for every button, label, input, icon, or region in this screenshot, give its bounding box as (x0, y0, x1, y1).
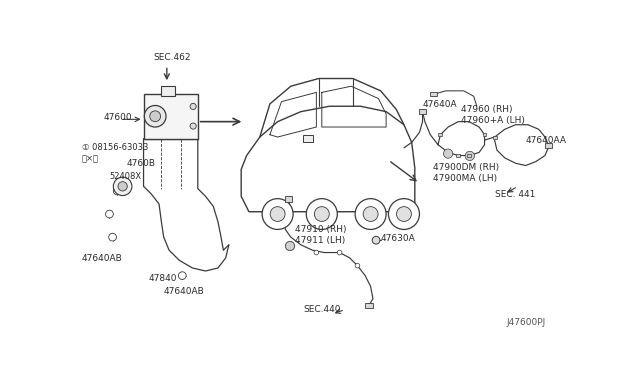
Bar (545, 143, 552, 148)
Bar (430, 92, 437, 96)
Bar (483, 133, 486, 136)
Text: 47630A: 47630A (381, 234, 415, 243)
Text: 47640AB: 47640AB (81, 254, 122, 263)
Text: 47960 (RH)
47960+A (LH): 47960 (RH) 47960+A (LH) (461, 105, 525, 125)
Text: SEC. 441: SEC. 441 (495, 190, 535, 199)
Circle shape (113, 177, 132, 196)
Bar (438, 133, 442, 136)
Text: 47910 (RH)
47911 (LH): 47910 (RH) 47911 (LH) (296, 225, 347, 245)
Circle shape (465, 151, 474, 161)
Circle shape (118, 182, 127, 191)
Circle shape (150, 111, 161, 122)
Text: SEC.440: SEC.440 (303, 305, 340, 314)
Bar (161, 86, 175, 96)
Text: 47640AB: 47640AB (164, 288, 204, 296)
Circle shape (113, 187, 121, 195)
Circle shape (270, 207, 285, 221)
Bar (303, 135, 312, 142)
Text: 4760B: 4760B (127, 159, 156, 168)
Text: 47640A: 47640A (422, 100, 457, 109)
Circle shape (190, 123, 196, 129)
Bar (143, 94, 198, 139)
Text: 47640AA: 47640AA (525, 136, 566, 145)
Text: SEC.462: SEC.462 (154, 52, 191, 62)
Text: 47600: 47600 (103, 113, 132, 122)
Bar (419, 109, 426, 114)
Circle shape (314, 250, 319, 255)
Circle shape (190, 103, 196, 109)
Circle shape (372, 236, 380, 244)
Bar (467, 154, 471, 157)
Circle shape (444, 149, 452, 158)
Bar (456, 154, 460, 157)
Bar (493, 135, 497, 139)
Text: 47900DM (RH)
47900MA (LH): 47900DM (RH) 47900MA (LH) (433, 163, 499, 183)
Circle shape (337, 250, 342, 255)
Circle shape (314, 207, 329, 221)
Text: 47840: 47840 (148, 274, 177, 283)
Text: ① 08156-63033
（×）: ① 08156-63033 （×） (81, 144, 148, 163)
Circle shape (179, 272, 186, 279)
Circle shape (109, 233, 116, 241)
Text: J47600PJ: J47600PJ (506, 318, 545, 327)
Circle shape (285, 241, 294, 251)
Circle shape (262, 199, 293, 230)
Circle shape (355, 263, 360, 268)
Bar (285, 196, 292, 202)
Text: 52408X: 52408X (109, 172, 141, 181)
Bar (365, 302, 373, 308)
Circle shape (355, 199, 386, 230)
Circle shape (307, 199, 337, 230)
Circle shape (363, 207, 378, 221)
Circle shape (397, 207, 412, 221)
Circle shape (106, 210, 113, 218)
Circle shape (145, 106, 166, 127)
Circle shape (388, 199, 419, 230)
